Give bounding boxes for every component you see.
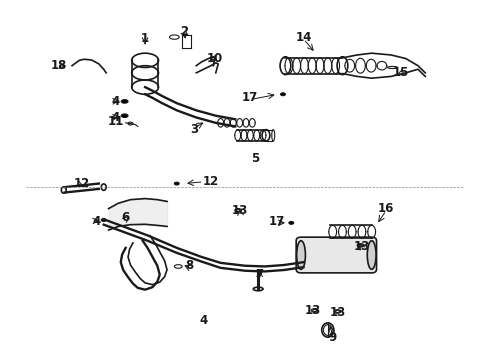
Text: 3: 3 — [190, 123, 198, 136]
Text: 13: 13 — [354, 240, 370, 253]
Text: 4: 4 — [92, 215, 100, 228]
Text: 4: 4 — [112, 111, 120, 124]
Ellipse shape — [121, 100, 128, 103]
Text: 11: 11 — [108, 114, 124, 127]
Text: 15: 15 — [392, 66, 409, 79]
Text: 9: 9 — [329, 331, 337, 344]
Ellipse shape — [101, 219, 106, 221]
Text: 12: 12 — [203, 175, 219, 188]
FancyBboxPatch shape — [296, 237, 376, 273]
Ellipse shape — [281, 93, 286, 96]
Text: 8: 8 — [185, 259, 193, 272]
Text: 6: 6 — [122, 211, 130, 224]
Text: 10: 10 — [207, 52, 223, 65]
Text: 12: 12 — [74, 177, 90, 190]
Text: 18: 18 — [50, 59, 67, 72]
Text: 2: 2 — [180, 25, 188, 38]
Ellipse shape — [174, 182, 179, 185]
Text: 7: 7 — [256, 268, 264, 281]
Text: 13: 13 — [305, 304, 321, 317]
Text: 13: 13 — [232, 204, 248, 217]
Text: 16: 16 — [378, 202, 394, 215]
Text: 14: 14 — [295, 31, 312, 44]
Ellipse shape — [289, 221, 294, 224]
Text: 1: 1 — [141, 32, 149, 45]
Ellipse shape — [368, 241, 376, 269]
Text: 13: 13 — [329, 306, 346, 319]
Text: 17: 17 — [269, 215, 285, 228]
Text: 4: 4 — [112, 95, 120, 108]
Ellipse shape — [296, 241, 305, 269]
Text: 17: 17 — [242, 91, 258, 104]
Ellipse shape — [121, 114, 128, 117]
Text: 5: 5 — [250, 152, 259, 165]
Text: 4: 4 — [199, 314, 208, 327]
